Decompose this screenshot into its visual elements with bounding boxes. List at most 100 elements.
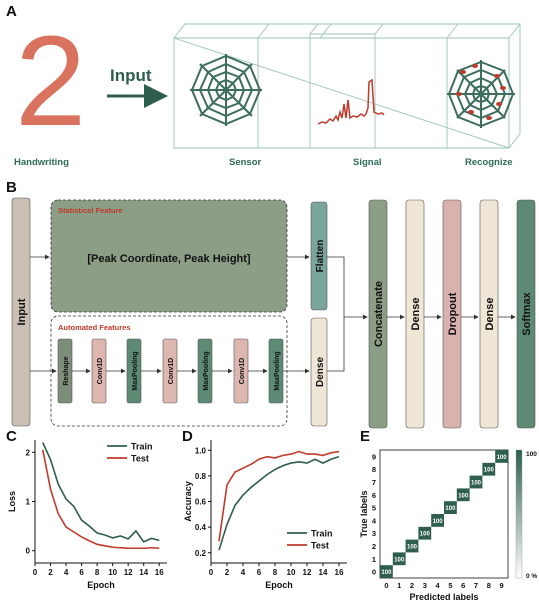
loss-x-tick-label: 16 xyxy=(155,568,164,577)
matrix-cell xyxy=(456,488,470,502)
matrix-y-tick-label: 4 xyxy=(372,516,377,525)
accuracy-x-axis-label: Epoch xyxy=(265,580,293,590)
matrix-cell xyxy=(405,539,419,553)
caption-signal: Signal xyxy=(353,157,382,168)
loss-x-tick-label: 0 xyxy=(33,568,38,577)
matrix-y-axis-label: True labels xyxy=(359,490,369,537)
accuracy-x-tick-label: 0 xyxy=(209,568,214,577)
concatenate-block xyxy=(368,199,388,429)
confusion-matrix: 1001001001001001001001001001000011223344… xyxy=(359,449,539,600)
maxpooling-label-3: MaxPooling xyxy=(274,351,281,390)
loss-x-tick-label: 14 xyxy=(139,568,148,577)
dense-side-block xyxy=(310,317,328,427)
accuracy-y-tick-label: 0.2 xyxy=(195,549,207,558)
matrix-cell-label: 100 xyxy=(458,493,469,499)
matrix-cell-label: 100 xyxy=(381,570,392,576)
dropout-label: Dropout xyxy=(447,292,459,335)
matrix-cell xyxy=(469,475,483,489)
matrix-x-tick-label: 9 xyxy=(500,581,504,590)
matrix-cell xyxy=(392,552,406,566)
softmax-label: Softmax xyxy=(521,291,533,335)
matrix-cell-label: 100 xyxy=(394,557,405,563)
matrix-cell xyxy=(431,514,444,527)
loss-legend-label: Test xyxy=(131,454,149,464)
matrix-y-tick-label: 1 xyxy=(372,555,376,564)
matrix-x-tick-label: 2 xyxy=(410,581,414,590)
sensor-signal-recognize-illustration xyxy=(107,23,521,149)
flatten-block xyxy=(310,201,328,311)
signal-box xyxy=(309,23,384,149)
matrix-cell xyxy=(418,526,432,540)
accuracy-x-tick-label: 4 xyxy=(241,568,246,577)
statistical-feature-text: [Peak Coordinate, Peak Height] xyxy=(87,253,251,265)
network-architecture-diagram: Input Reshape Conv1D MaxPooling Conv1D M… xyxy=(11,197,536,429)
dense-side-label: Dense xyxy=(315,357,326,387)
matrix-x-tick-label: 6 xyxy=(461,581,465,590)
colorbar-bottom-label: 0 % xyxy=(526,573,537,580)
loss-legend-label: Train xyxy=(131,442,153,452)
matrix-cell-label: 100 xyxy=(433,519,444,525)
statistical-feature-panel xyxy=(50,199,288,313)
accuracy-y-tick-label: 0.4 xyxy=(195,523,207,532)
dense-block-1 xyxy=(405,199,425,429)
loss-x-tick-label: 4 xyxy=(64,568,69,577)
colorbar xyxy=(515,449,523,579)
panel-b-label: B xyxy=(6,179,17,196)
matrix-x-tick-label: 4 xyxy=(436,581,441,590)
automated-features-title: Automated Features xyxy=(58,323,131,332)
matrix-y-tick-label: 0 xyxy=(372,568,376,577)
matrix-x-tick-label: 0 xyxy=(384,581,388,590)
matrix-cell xyxy=(495,450,508,463)
input-block-label: Input xyxy=(16,298,28,325)
matrix-cell-label: 100 xyxy=(497,455,508,461)
panel-d-label: D xyxy=(182,428,193,445)
dense-block-2 xyxy=(479,199,499,429)
conv1d-label-1: Conv1D xyxy=(97,358,104,384)
accuracy-x-tick-label: 14 xyxy=(319,568,328,577)
loss-x-tick-label: 6 xyxy=(79,568,84,577)
input-label: Input xyxy=(110,66,152,85)
matrix-x-tick-label: 3 xyxy=(423,581,427,590)
loss-x-tick-label: 8 xyxy=(95,568,100,577)
matrix-cell xyxy=(482,462,496,476)
accuracy-chart: 0 2 4 6 8 10 12 14 16 0.2 0.4 0.6 0.8 1.0 Epoch Accurac… xyxy=(183,440,347,590)
panel-e-label: E xyxy=(360,428,371,445)
matrix-cell-label: 100 xyxy=(407,545,418,551)
accuracy-x-tick-label: 6 xyxy=(257,568,262,577)
dense-label-1: Dense xyxy=(410,297,422,330)
accuracy-series-test-line xyxy=(218,450,340,542)
loss-y-tick-label: 1 xyxy=(26,498,31,507)
concatenate-label: Concatenate xyxy=(373,281,385,347)
matrix-cell-label: 100 xyxy=(445,506,456,512)
accuracy-x-tick-label: 12 xyxy=(303,568,312,577)
flatten-label: Flatten xyxy=(315,240,326,273)
loss-y-tick-label: 0 xyxy=(26,547,31,556)
loss-y-tick-label: 2 xyxy=(26,448,31,457)
matrix-y-tick-label: 7 xyxy=(372,478,376,487)
matrix-cell-label: 100 xyxy=(420,532,431,538)
spiderweb-recognize-icon xyxy=(447,60,515,128)
matrix-y-tick-label: 2 xyxy=(372,542,376,551)
accuracy-y-tick-label: 0.8 xyxy=(195,472,207,481)
loss-x-tick-label: 2 xyxy=(48,568,53,577)
input-block xyxy=(11,197,31,427)
matrix-y-tick-label: 8 xyxy=(372,465,376,474)
caption-recognize: Recognize xyxy=(465,157,513,168)
loss-x-tick-label: 12 xyxy=(124,568,133,577)
maxpooling-label-1: MaxPooling xyxy=(132,351,139,390)
matrix-x-tick-label: 5 xyxy=(448,581,452,590)
maxpooling-label-2: MaxPooling xyxy=(203,351,210,390)
accuracy-legend-label: Train xyxy=(311,529,333,539)
panel-a-label: A xyxy=(6,3,17,20)
matrix-x-tick-label: 8 xyxy=(487,581,491,590)
matrix-cell xyxy=(444,501,457,514)
matrix-y-tick-label: 5 xyxy=(372,504,376,513)
loss-series-train-line xyxy=(42,442,160,543)
accuracy-y-tick-label: 1.0 xyxy=(195,446,207,455)
conv1d-label-3: Conv1D xyxy=(239,358,246,384)
accuracy-x-tick-label: 2 xyxy=(225,568,230,577)
matrix-x-tick-label: 7 xyxy=(474,581,478,590)
signal-trace xyxy=(317,78,385,125)
accuracy-legend-label: Test xyxy=(311,541,329,551)
matrix-y-tick-label: 3 xyxy=(372,529,376,538)
